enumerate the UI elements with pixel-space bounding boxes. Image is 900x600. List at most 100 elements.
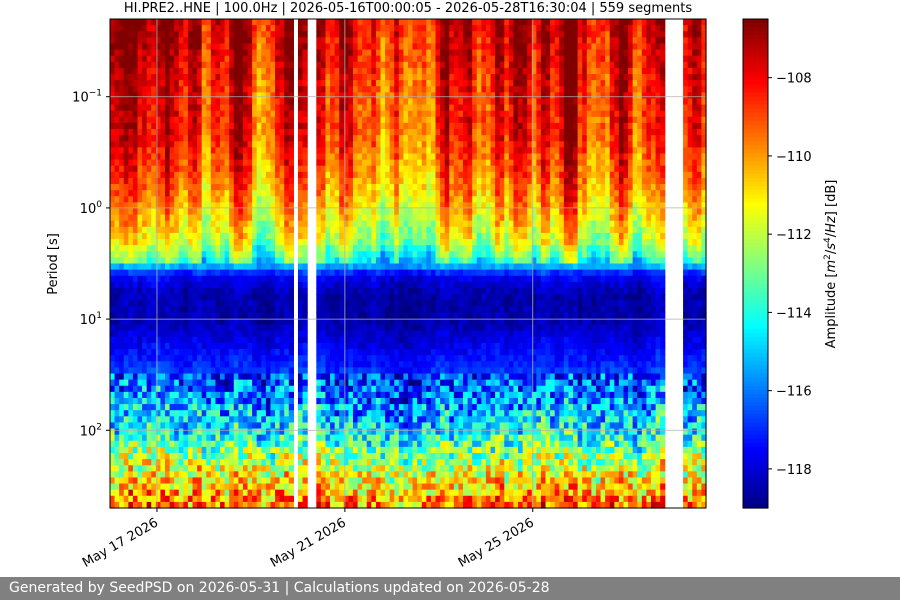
heatmap-cell bbox=[174, 141, 180, 148]
heatmap-cell bbox=[160, 239, 166, 246]
heatmap-cell bbox=[210, 98, 217, 106]
heatmap-cell bbox=[229, 153, 235, 161]
heatmap-cell bbox=[220, 342, 226, 350]
heatmap-cell bbox=[302, 31, 308, 38]
heatmap-cell bbox=[201, 410, 207, 417]
heatmap-cell bbox=[380, 410, 386, 417]
heatmap-cell bbox=[320, 459, 327, 466]
heatmap-cell bbox=[320, 312, 327, 320]
heatmap-cell bbox=[279, 74, 285, 81]
heatmap-cell bbox=[275, 471, 281, 479]
heatmap-cell bbox=[325, 434, 331, 442]
heatmap-cell bbox=[132, 318, 139, 326]
heatmap-cell bbox=[330, 86, 336, 93]
heatmap-cell bbox=[132, 294, 139, 301]
heatmap-cell bbox=[316, 104, 322, 112]
heatmap-cell bbox=[220, 263, 226, 271]
heatmap-cell bbox=[270, 349, 276, 356]
heatmap-cell bbox=[114, 397, 120, 405]
heatmap-cell bbox=[297, 61, 304, 69]
heatmap-cell bbox=[132, 208, 139, 216]
heatmap-cell bbox=[389, 349, 395, 356]
heatmap-cell bbox=[371, 269, 377, 277]
heatmap-cell bbox=[288, 190, 294, 197]
heatmap-cell bbox=[165, 226, 171, 234]
heatmap-cell bbox=[178, 275, 184, 283]
heatmap-cell bbox=[325, 483, 331, 491]
heatmap-cell bbox=[380, 61, 386, 69]
heatmap-cell bbox=[284, 342, 290, 350]
heatmap-cell bbox=[229, 55, 235, 63]
heatmap-cell bbox=[380, 245, 386, 252]
heatmap-cell bbox=[206, 129, 212, 136]
heatmap-cell bbox=[352, 287, 359, 295]
heatmap-cell bbox=[174, 495, 180, 503]
heatmap-cell bbox=[316, 92, 322, 100]
heatmap-cell bbox=[110, 177, 116, 185]
heatmap-cell bbox=[123, 428, 129, 436]
heatmap-cell bbox=[394, 355, 400, 362]
heatmap-cell bbox=[339, 281, 345, 289]
heatmap-cell bbox=[265, 37, 272, 45]
heatmap-cell bbox=[155, 19, 162, 26]
heatmap-cell bbox=[389, 245, 395, 252]
heatmap-cell bbox=[119, 74, 125, 81]
heatmap-cell bbox=[174, 404, 180, 411]
heatmap-cell bbox=[261, 281, 267, 289]
heatmap-cell bbox=[206, 404, 212, 411]
heatmap-cell bbox=[398, 379, 405, 387]
heatmap-cell bbox=[132, 110, 139, 118]
heatmap-cell bbox=[343, 153, 349, 161]
heatmap-cell bbox=[316, 184, 322, 191]
heatmap-cell bbox=[128, 306, 134, 313]
heatmap-cell bbox=[265, 452, 272, 460]
heatmap-cell bbox=[408, 37, 414, 45]
heatmap-cell bbox=[151, 122, 157, 130]
heatmap-cell bbox=[284, 208, 290, 216]
heatmap-cell bbox=[165, 404, 171, 411]
heatmap-cell bbox=[366, 355, 372, 362]
heatmap-cell bbox=[394, 342, 400, 350]
heatmap-cell bbox=[165, 196, 171, 203]
heatmap-cell bbox=[297, 281, 304, 289]
heatmap-cell bbox=[270, 110, 276, 118]
heatmap-cell bbox=[320, 342, 327, 350]
heatmap-cell bbox=[187, 74, 194, 81]
heatmap-cell bbox=[238, 281, 244, 289]
heatmap-cell bbox=[403, 245, 409, 252]
heatmap-cell bbox=[220, 324, 226, 332]
heatmap-cell bbox=[375, 471, 382, 479]
heatmap-cell bbox=[362, 501, 368, 509]
heatmap-cell bbox=[142, 422, 148, 430]
heatmap-cell bbox=[169, 165, 175, 173]
heatmap-cell bbox=[132, 31, 139, 38]
heatmap-cell bbox=[330, 489, 336, 497]
heatmap-cell bbox=[270, 177, 276, 185]
heatmap-cell bbox=[375, 159, 382, 167]
heatmap-cell bbox=[357, 300, 363, 307]
heatmap-cell bbox=[339, 269, 345, 277]
heatmap-cell bbox=[357, 245, 363, 252]
heatmap-cell bbox=[220, 416, 226, 424]
heatmap-cell bbox=[229, 220, 235, 228]
heatmap-cell bbox=[325, 312, 331, 320]
heatmap-cell bbox=[160, 122, 166, 130]
heatmap-cell bbox=[238, 385, 244, 393]
heatmap-cell bbox=[288, 404, 294, 411]
heatmap-cell bbox=[408, 49, 414, 57]
heatmap-cell bbox=[339, 110, 345, 118]
heatmap-cell bbox=[183, 373, 189, 381]
heatmap-cell bbox=[128, 31, 134, 38]
heatmap-cell bbox=[132, 202, 139, 210]
heatmap-cell bbox=[137, 306, 143, 313]
heatmap-cell bbox=[247, 80, 253, 87]
heatmap-cell bbox=[206, 342, 212, 350]
heatmap-cell bbox=[371, 483, 377, 491]
heatmap-cell bbox=[366, 391, 372, 399]
heatmap-cell bbox=[119, 43, 125, 51]
heatmap-cell bbox=[265, 342, 272, 350]
heatmap-cell bbox=[270, 287, 276, 295]
heatmap-cell bbox=[320, 74, 327, 81]
heatmap-cell bbox=[279, 434, 285, 442]
heatmap-cell bbox=[325, 489, 331, 497]
